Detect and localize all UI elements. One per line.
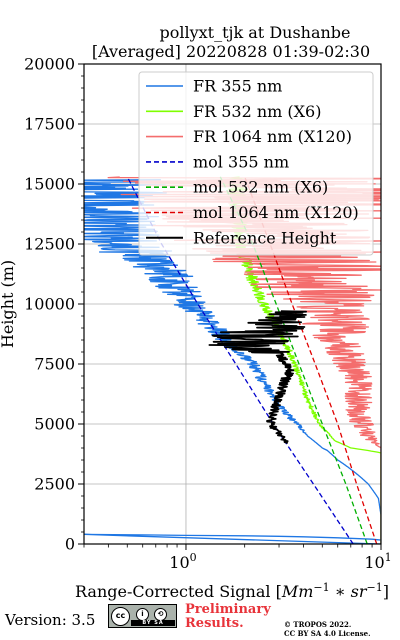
legend-label: mol 532 nm (X6) [193, 178, 328, 197]
y-tick-label: 0 [65, 535, 75, 554]
legend-label: FR 355 nm [193, 77, 282, 96]
series-line-6 [208, 310, 307, 444]
x-tick-label: 101 [364, 551, 391, 572]
chart-subtitle: [Averaged] 20220828 01:39-02:30 [92, 42, 370, 61]
x-axis: 100 101 [83, 544, 392, 572]
x-axis-label-suffix: ] [383, 582, 389, 601]
y-tick-label: 15000 [24, 175, 75, 194]
y-tick-label: 17500 [24, 115, 75, 134]
preliminary-line-2: Results. [185, 616, 244, 631]
series-line-0 [84, 179, 381, 544]
y-tick-label: 10000 [24, 295, 75, 314]
cc-logo-icon: cc [111, 607, 130, 626]
y-axis-label: Height (m) [0, 260, 17, 348]
cc-badge-label: BY SA [131, 620, 175, 626]
copyright-line-2: CC BY SA 4.0 License. [284, 629, 371, 638]
preliminary-line-1: Preliminary [185, 602, 271, 617]
y-axis: 0 2500 5000 7500 10000 12500 15000 17500 20000 [24, 55, 84, 554]
y-tick-label: 2500 [34, 475, 75, 494]
x-axis-label-prefix: Range-Corrected Signal [ [75, 582, 282, 601]
copyright-line-1: © TROPOS 2022. [284, 620, 352, 629]
legend-label: Reference Height [193, 228, 337, 247]
cc-by-sa-badge-icon: cc i ⟲ BY SA [108, 604, 177, 628]
y-tick-label: 7500 [34, 355, 75, 374]
y-tick-label: 20000 [24, 55, 75, 74]
chart-title: pollyxt_tjk at Dushanbe [159, 23, 350, 42]
x-axis-label-sup1: −1 [313, 581, 329, 594]
legend-label: FR 532 nm (X6) [193, 102, 321, 121]
y-tick-label: 5000 [34, 415, 75, 434]
x-axis-label-unit-sr: sr [351, 582, 368, 601]
copyright-notice: © TROPOS 2022. CC BY SA 4.0 License. [284, 620, 371, 638]
version-label: Version: 3.5 [5, 611, 96, 629]
preliminary-notice: Preliminary Results. [185, 603, 271, 631]
y-tick-label: 12500 [24, 235, 75, 254]
x-axis-label-unit-mm: Mm [281, 582, 314, 601]
legend-label: mol 1064 nm (X120) [193, 203, 359, 222]
legend: FR 355 nm FR 532 nm (X6) FR 1064 nm (X120)… [138, 71, 374, 256]
x-tick-label: 100 [169, 551, 196, 572]
x-axis-label-mid: ∗ [330, 582, 351, 601]
legend-box [138, 71, 374, 256]
attribution-icon: i [136, 608, 149, 621]
x-axis-label-sup2: −1 [367, 581, 383, 594]
x-axis-label: Range-Corrected Signal [Mm−1 ∗ sr−1] [75, 581, 389, 601]
legend-label: FR 1064 nm (X120) [193, 127, 352, 146]
legend-label: mol 355 nm [193, 152, 289, 171]
